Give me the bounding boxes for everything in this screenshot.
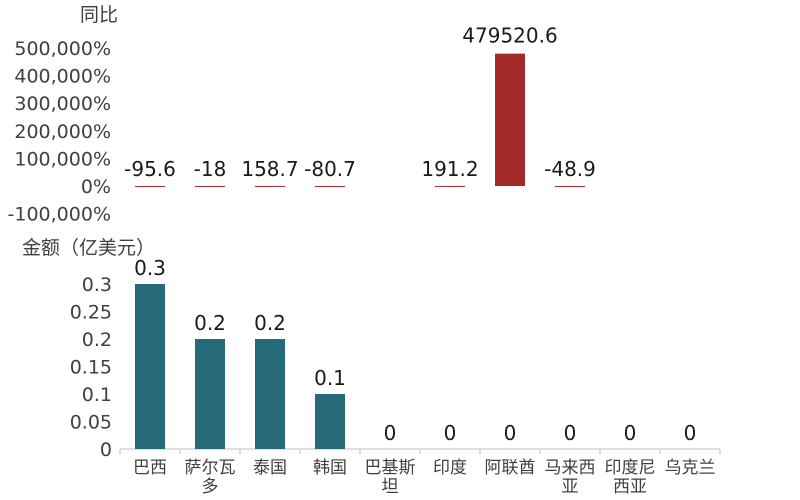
bottom-chart-ytick-label: 0.25 [70,302,112,324]
bottom-chart-category-label: 阿联酋 [485,458,536,478]
bottom-chart-data-label: 0 [384,421,397,445]
bottom-chart-ytick-label: 0 [100,439,112,461]
top-chart-bar [135,186,165,187]
bottom-chart-ytick-label: 0.2 [82,329,112,351]
top-chart-data-label: 479520.6 [462,24,557,48]
bottom-chart-category-label: 印度尼 [605,458,656,478]
top-chart-ytick-label: 500,000% [14,38,111,60]
bottom-chart-category-label: 巴西 [133,458,167,478]
top-chart-ytick-label: -100,000% [8,204,111,226]
bottom-chart-ytick-label: 0.1 [82,384,112,406]
top-chart-ytick-label: 400,000% [14,66,111,88]
bottom-chart-bar [135,284,165,449]
top-chart-ytick-label: 100,000% [14,148,111,170]
top-chart-data-label: -48.9 [544,157,596,181]
bottom-chart-category-label: 坦 [382,477,399,497]
bottom-chart-data-label: 0.1 [314,366,346,390]
top-chart-bar [555,186,585,187]
bottom-chart-category-label: 马来西 [545,458,596,478]
bottom-chart-category-label: 乌克兰 [665,458,716,478]
bottom-chart-data-label: 0.2 [194,311,226,335]
bottom-chart-category-label: 印度 [433,458,467,478]
top-chart-ytick-label: 200,000% [14,121,111,143]
bottom-chart-ylabel: 金额（亿美元） [22,237,155,259]
top-chart-bar [495,53,525,186]
top-chart-bar [255,185,285,187]
bottom-chart-data-label: 0 [624,421,637,445]
bottom-chart-ytick-label: 0.05 [70,412,112,434]
bottom-chart-data-label: 0 [564,421,577,445]
top-chart-bar [435,185,465,187]
bottom-chart-data-label: 0 [684,421,697,445]
bottom-chart-data-label: 0.2 [254,311,286,335]
bottom-chart-category-label: 多 [202,477,219,497]
bottom-chart-bar [255,339,285,449]
top-chart-data-label: 158.7 [241,157,298,181]
top-chart-bar [195,186,225,187]
bottom-chart-category-label: 西亚 [613,477,647,497]
top-chart-data-label: -18 [194,157,227,181]
bottom-chart-data-label: 0 [504,421,517,445]
top-chart-ytick-label: 0% [81,176,111,198]
top-chart-data-label: -80.7 [304,157,356,181]
bottom-chart-ytick-label: 0.15 [70,357,112,379]
bottom-chart-category-label: 泰国 [253,458,287,478]
top-chart-ylabel: 同比 [80,4,118,26]
top-chart-ytick-label: 300,000% [14,93,111,115]
bottom-chart-category-label: 萨尔瓦 [185,458,236,478]
bottom-chart-category-label: 巴基斯 [365,458,416,478]
bottom-chart-ytick-label: 0.3 [82,274,112,296]
top-chart-data-label: 191.2 [421,157,478,181]
top-chart-bar [315,186,345,187]
bottom-chart-bar [315,394,345,449]
bottom-chart-category-label: 亚 [562,477,579,497]
bottom-chart-category-label: 韩国 [313,458,347,478]
bottom-chart-bar [195,339,225,449]
top-chart-data-label: -95.6 [124,157,176,181]
bottom-chart-data-label: 0.3 [134,256,166,280]
bottom-chart-data-label: 0 [444,421,457,445]
